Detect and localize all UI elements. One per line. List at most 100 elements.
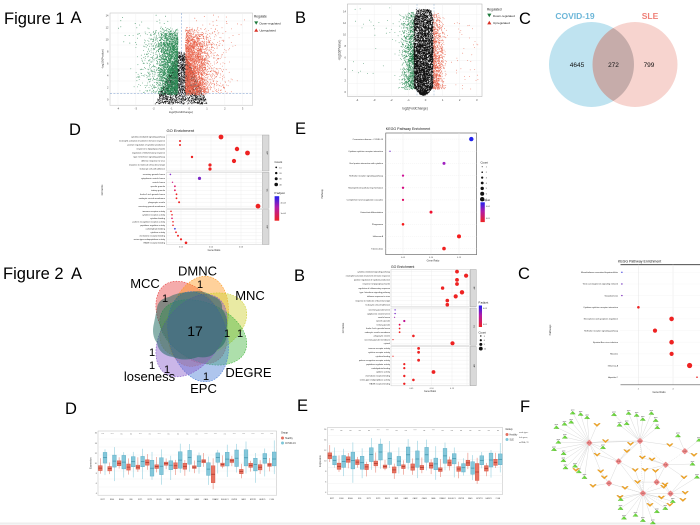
svg-text:1: 1 [164, 364, 170, 376]
svg-text:0.04: 0.04 [209, 247, 214, 249]
svg-text:IFI27: IFI27 [101, 499, 105, 501]
svg-text:Down-regulated: Down-regulated [493, 14, 515, 18]
svg-text:MF: MF [266, 226, 268, 230]
svg-text:Pathways: Pathways [549, 324, 552, 336]
svg-text:OAS3: OAS3 [194, 498, 199, 501]
svg-text:BP: BP [266, 152, 268, 155]
svg-text:Regulated: Regulated [487, 7, 502, 11]
svg-text:HERC5: HERC5 [486, 498, 492, 500]
svg-text:****: **** [252, 434, 255, 436]
svg-text:30: 30 [279, 179, 282, 181]
svg-text:COVID-19: COVID-19 [285, 443, 296, 445]
svg-text:cytokine-mediated signaling pa: cytokine-mediated signaling pathway [357, 270, 390, 273]
svg-text:cytokine binding: cytokine binding [376, 355, 390, 358]
svg-text:immune receptor activity: immune receptor activity [368, 347, 390, 350]
svg-text:Count: Count [275, 160, 283, 164]
svg-text:gene: gene [656, 424, 660, 426]
svg-text:-3: -3 [373, 98, 376, 102]
svg-text:USP18: USP18 [231, 499, 237, 501]
svg-text:KEGG Pathway Enrichment: KEGG Pathway Enrichment [386, 127, 430, 131]
svg-text:KEGG Pathway Enrichment: KEGG Pathway Enrichment [618, 259, 661, 263]
svg-text:ns: ns [350, 430, 352, 432]
svg-text:2: 2 [107, 86, 109, 90]
svg-text:D: D [69, 121, 81, 139]
svg-text:3: 3 [476, 98, 478, 102]
svg-text:carbohydrate binding: carbohydrate binding [371, 367, 390, 370]
svg-text:gene: gene [557, 439, 561, 441]
svg-text:Gene Ratio: Gene Ratio [652, 390, 666, 394]
svg-text:16: 16 [95, 433, 97, 435]
svg-text:HUB: HUB [669, 493, 672, 495]
svg-text:CC: CC [266, 189, 268, 193]
svg-text:HUB: HUB [607, 483, 610, 485]
svg-text:neutrophil activation involved: neutrophil activation involved in immune… [346, 274, 391, 277]
svg-text:10: 10 [106, 38, 109, 42]
svg-text:Expression: Expression [90, 457, 93, 469]
svg-text:MF: MF [472, 365, 474, 369]
svg-text:2: 2 [486, 172, 488, 174]
svg-text:0.06: 0.06 [239, 247, 244, 249]
svg-text:gene: gene [579, 411, 583, 413]
svg-text:****: **** [270, 434, 273, 436]
svg-text:node type:: node type: [519, 431, 529, 434]
svg-text:ns: ns [196, 434, 198, 436]
svg-text:gene: gene [562, 457, 566, 459]
svg-text:positive regulation of cytokin: positive regulation of cytokine producti… [354, 279, 390, 282]
svg-text:regulation of inflammatory res: regulation of inflammatory response [358, 287, 391, 290]
svg-text:COVID-19: COVID-19 [555, 11, 594, 21]
svg-text:gene: gene [563, 421, 567, 423]
svg-text:GO Enrichment: GO Enrichment [391, 265, 414, 269]
svg-text:12: 12 [106, 26, 109, 30]
svg-text:-log10(Pvalue): -log10(Pvalue) [101, 49, 105, 69]
svg-text:SIGLEC1: SIGLEC1 [221, 499, 229, 501]
svg-text:****: **** [101, 434, 104, 436]
svg-text:gene: gene [583, 474, 587, 476]
svg-text:NOD-like receptor signaling pa: NOD-like receptor signaling pathway [584, 329, 619, 332]
svg-text:positive regulation of cytokin: positive regulation of cytokine producti… [127, 144, 165, 147]
svg-text:IFI44: IFI44 [339, 498, 343, 500]
svg-text:C: C [519, 10, 531, 28]
svg-text:0.02: 0.02 [179, 247, 184, 249]
svg-text:****: **** [205, 434, 208, 436]
svg-text:gene: gene [654, 417, 658, 419]
svg-text:cytoplasmic vesicle lumen: cytoplasmic vesicle lumen [367, 312, 390, 315]
svg-text:cytokine activity: cytokine activity [376, 371, 390, 374]
svg-text:Complement and coagulation cas: Complement and coagulation cascades [347, 199, 383, 202]
svg-text:ns: ns [359, 430, 361, 432]
svg-text:cytokine-mediated signaling pa: cytokine-mediated signaling pathway [131, 136, 166, 139]
svg-text:1: 1 [162, 293, 168, 305]
svg-text:ns: ns [479, 430, 481, 432]
svg-text:-2: -2 [152, 107, 155, 111]
svg-text:****: **** [111, 434, 114, 436]
svg-text:RSAD2: RSAD2 [212, 498, 218, 501]
svg-text:BP: BP [472, 287, 474, 290]
svg-text:secretory granule membrane: secretory granule membrane [364, 338, 390, 341]
svg-text:ISG15: ISG15 [385, 498, 390, 500]
svg-text:14: 14 [343, 10, 346, 14]
svg-text:ns: ns [488, 430, 490, 432]
svg-text:D: D [65, 400, 77, 418]
svg-text:RAGE receptor binding: RAGE receptor binding [369, 383, 390, 386]
svg-text:IFIT1: IFIT1 [138, 499, 142, 501]
svg-text:secretory granule membrane: secretory granule membrane [138, 205, 165, 208]
svg-text:A: A [71, 265, 82, 283]
svg-text:Expression: Expression [319, 455, 322, 467]
svg-text:chemokine receptor binding: chemokine receptor binding [365, 375, 390, 378]
svg-text:3: 3 [242, 107, 244, 111]
svg-text:gene: gene [650, 410, 654, 412]
svg-text:Group: Group [506, 428, 514, 431]
svg-text:pattern recognition receptor a: pattern recognition receptor activity [133, 221, 166, 224]
svg-text:ficolin-1-rich granule lumen: ficolin-1-rich granule lumen [366, 328, 390, 330]
svg-text:12: 12 [343, 21, 346, 25]
svg-text:cytokine activity: cytokine activity [150, 231, 166, 234]
svg-text:Toxoplasmosis: Toxoplasmosis [604, 295, 618, 297]
svg-text:IFI44: IFI44 [110, 499, 114, 501]
svg-text:gene: gene [569, 419, 573, 421]
svg-text:0.01: 0.01 [486, 218, 491, 220]
svg-text:log2(FoldChange): log2(FoldChange) [402, 106, 428, 110]
svg-text:ns: ns [186, 434, 188, 436]
svg-text:XAF1: XAF1 [468, 497, 473, 500]
svg-text:ns: ns [224, 434, 226, 436]
svg-text:0.05: 0.05 [409, 388, 414, 390]
svg-text:4: 4 [345, 67, 347, 71]
